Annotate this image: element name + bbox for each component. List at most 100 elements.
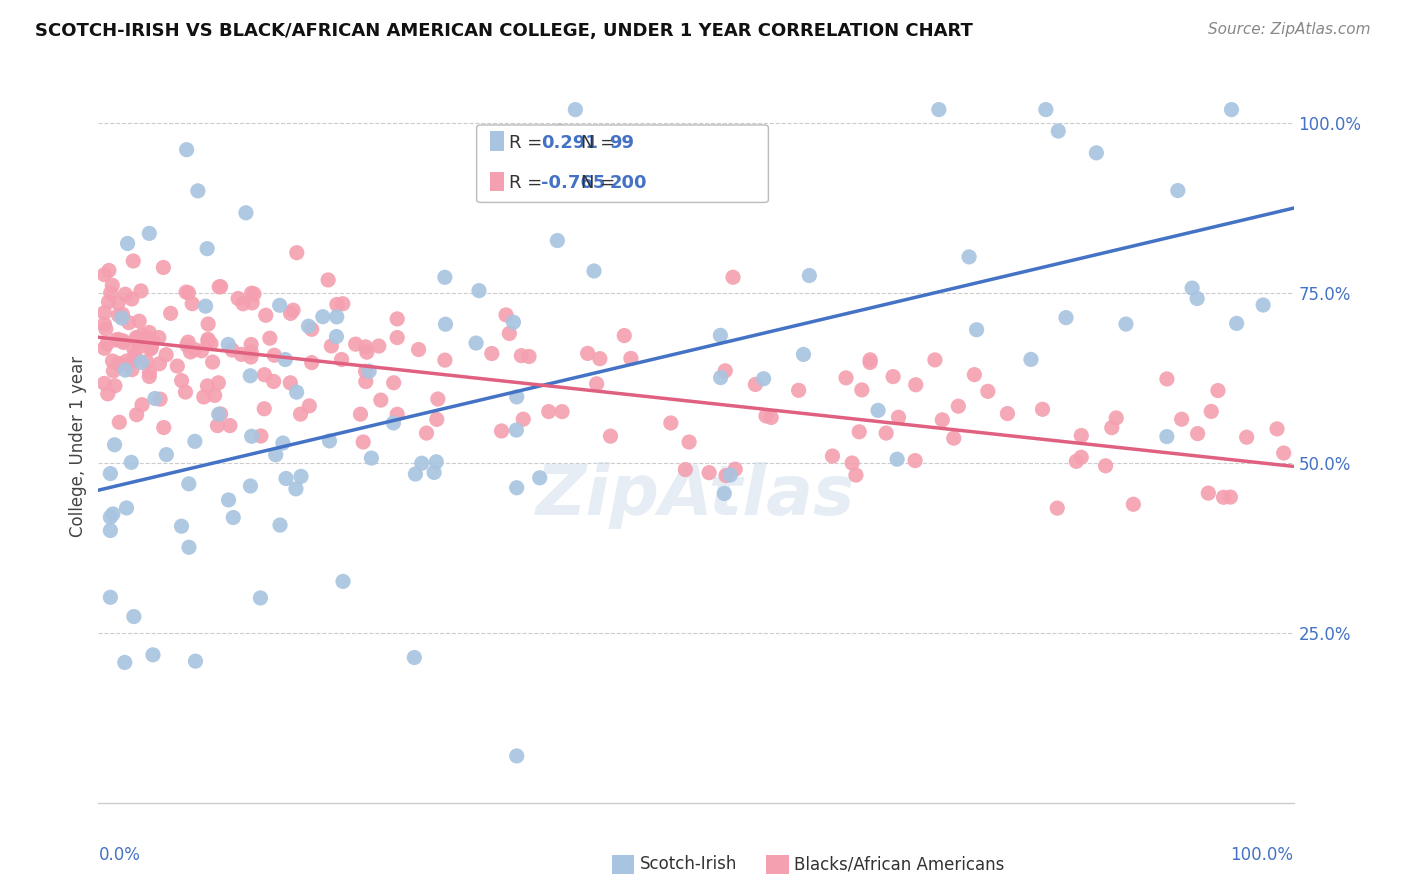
- Point: [239, 350, 262, 364]
- Point: [111, 311, 134, 326]
- Point: [321, 339, 343, 353]
- Point: [928, 103, 950, 117]
- Point: [326, 297, 349, 311]
- Point: [107, 332, 129, 346]
- Point: [576, 346, 599, 360]
- Point: [93, 268, 115, 282]
- Point: [103, 438, 125, 452]
- Point: [174, 285, 197, 299]
- Point: [217, 337, 239, 351]
- Point: [208, 407, 231, 421]
- Point: [1219, 490, 1241, 504]
- Point: [495, 308, 517, 322]
- Point: [512, 412, 534, 426]
- Point: [411, 456, 433, 470]
- Text: -0.765: -0.765: [541, 175, 605, 193]
- Point: [924, 352, 946, 367]
- Point: [1156, 372, 1178, 386]
- Point: [845, 468, 868, 483]
- Point: [253, 368, 276, 382]
- Point: [1226, 317, 1249, 331]
- Point: [125, 330, 148, 344]
- Point: [177, 541, 200, 555]
- Point: [148, 330, 170, 344]
- Point: [332, 574, 354, 589]
- Point: [249, 591, 271, 605]
- Point: [859, 352, 882, 367]
- Point: [957, 250, 980, 264]
- Point: [138, 326, 160, 340]
- Point: [100, 285, 122, 300]
- Point: [718, 468, 741, 483]
- Point: [124, 348, 146, 362]
- Point: [239, 479, 262, 493]
- Point: [904, 453, 927, 467]
- Point: [122, 609, 145, 624]
- Point: [101, 507, 124, 521]
- Point: [1187, 426, 1209, 441]
- Point: [659, 416, 682, 430]
- Point: [1094, 458, 1116, 473]
- Point: [330, 352, 353, 367]
- Point: [385, 407, 409, 421]
- Point: [98, 467, 122, 481]
- Point: [112, 335, 135, 350]
- Point: [139, 342, 162, 356]
- Point: [274, 471, 297, 485]
- Point: [752, 372, 775, 386]
- Point: [177, 285, 200, 300]
- Point: [274, 352, 297, 367]
- Point: [209, 279, 232, 293]
- Point: [548, 124, 571, 138]
- Point: [564, 103, 586, 117]
- Point: [875, 426, 897, 441]
- Point: [117, 236, 139, 251]
- Point: [404, 650, 426, 665]
- Point: [226, 292, 249, 306]
- Point: [201, 355, 224, 369]
- Point: [370, 393, 392, 408]
- Point: [177, 476, 200, 491]
- Point: [1197, 486, 1219, 500]
- Point: [799, 268, 821, 283]
- Point: [344, 337, 367, 351]
- Point: [710, 370, 733, 384]
- Point: [219, 418, 242, 433]
- Point: [510, 349, 533, 363]
- Point: [170, 519, 193, 533]
- Text: Scotch-Irish: Scotch-Irish: [640, 855, 737, 873]
- Point: [1035, 103, 1057, 117]
- Point: [517, 350, 540, 364]
- Point: [142, 334, 165, 349]
- Point: [114, 363, 136, 377]
- Point: [1070, 450, 1092, 465]
- Point: [697, 466, 720, 480]
- Point: [354, 375, 377, 389]
- Point: [673, 462, 696, 476]
- Point: [97, 263, 120, 277]
- Point: [181, 296, 204, 310]
- Point: [197, 317, 219, 331]
- Point: [114, 656, 136, 670]
- Point: [426, 392, 449, 406]
- Point: [465, 336, 488, 351]
- Point: [209, 407, 232, 421]
- Point: [134, 332, 156, 346]
- Point: [197, 379, 219, 393]
- Point: [221, 343, 243, 357]
- Point: [1272, 446, 1295, 460]
- Point: [1206, 384, 1229, 398]
- Point: [166, 359, 188, 373]
- Point: [787, 384, 810, 398]
- Point: [285, 385, 308, 400]
- Point: [208, 280, 231, 294]
- Point: [851, 383, 873, 397]
- Text: ZipAtlas: ZipAtlas: [536, 462, 856, 530]
- Point: [107, 308, 129, 322]
- Point: [433, 270, 456, 285]
- Point: [184, 434, 207, 449]
- Point: [138, 227, 160, 241]
- Point: [491, 424, 513, 438]
- Point: [506, 748, 529, 763]
- Point: [1236, 430, 1258, 444]
